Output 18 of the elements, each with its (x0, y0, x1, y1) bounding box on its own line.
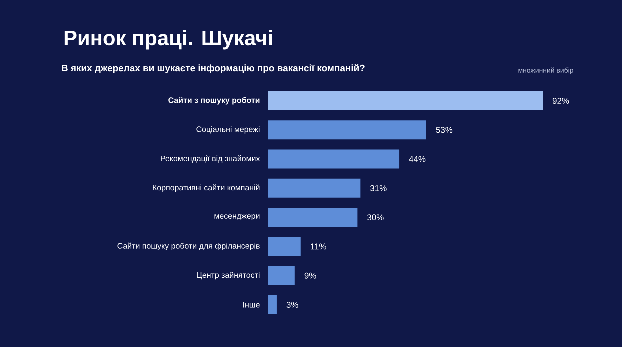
bar (268, 150, 400, 169)
data-label: 44% (409, 156, 426, 162)
bar (268, 266, 295, 286)
chart-subtitle: В яких джерелах ви шукаєте інформацію про вакансії компаній? (62, 64, 365, 74)
bar (268, 208, 358, 228)
bar (268, 120, 426, 140)
data-label: 30% (368, 214, 384, 221)
data-label: 3% (286, 302, 298, 308)
data-label: 11% (311, 244, 326, 250)
bar (268, 237, 301, 256)
data-label: 92% (552, 98, 570, 104)
data-label: 9% (304, 272, 316, 279)
chart-title: Ринок праці. Шукачі (64, 30, 272, 50)
bar (268, 92, 544, 110)
bar (268, 295, 277, 314)
bar (268, 178, 361, 198)
data-label: 31% (370, 185, 387, 192)
data-label: 53% (436, 127, 453, 134)
